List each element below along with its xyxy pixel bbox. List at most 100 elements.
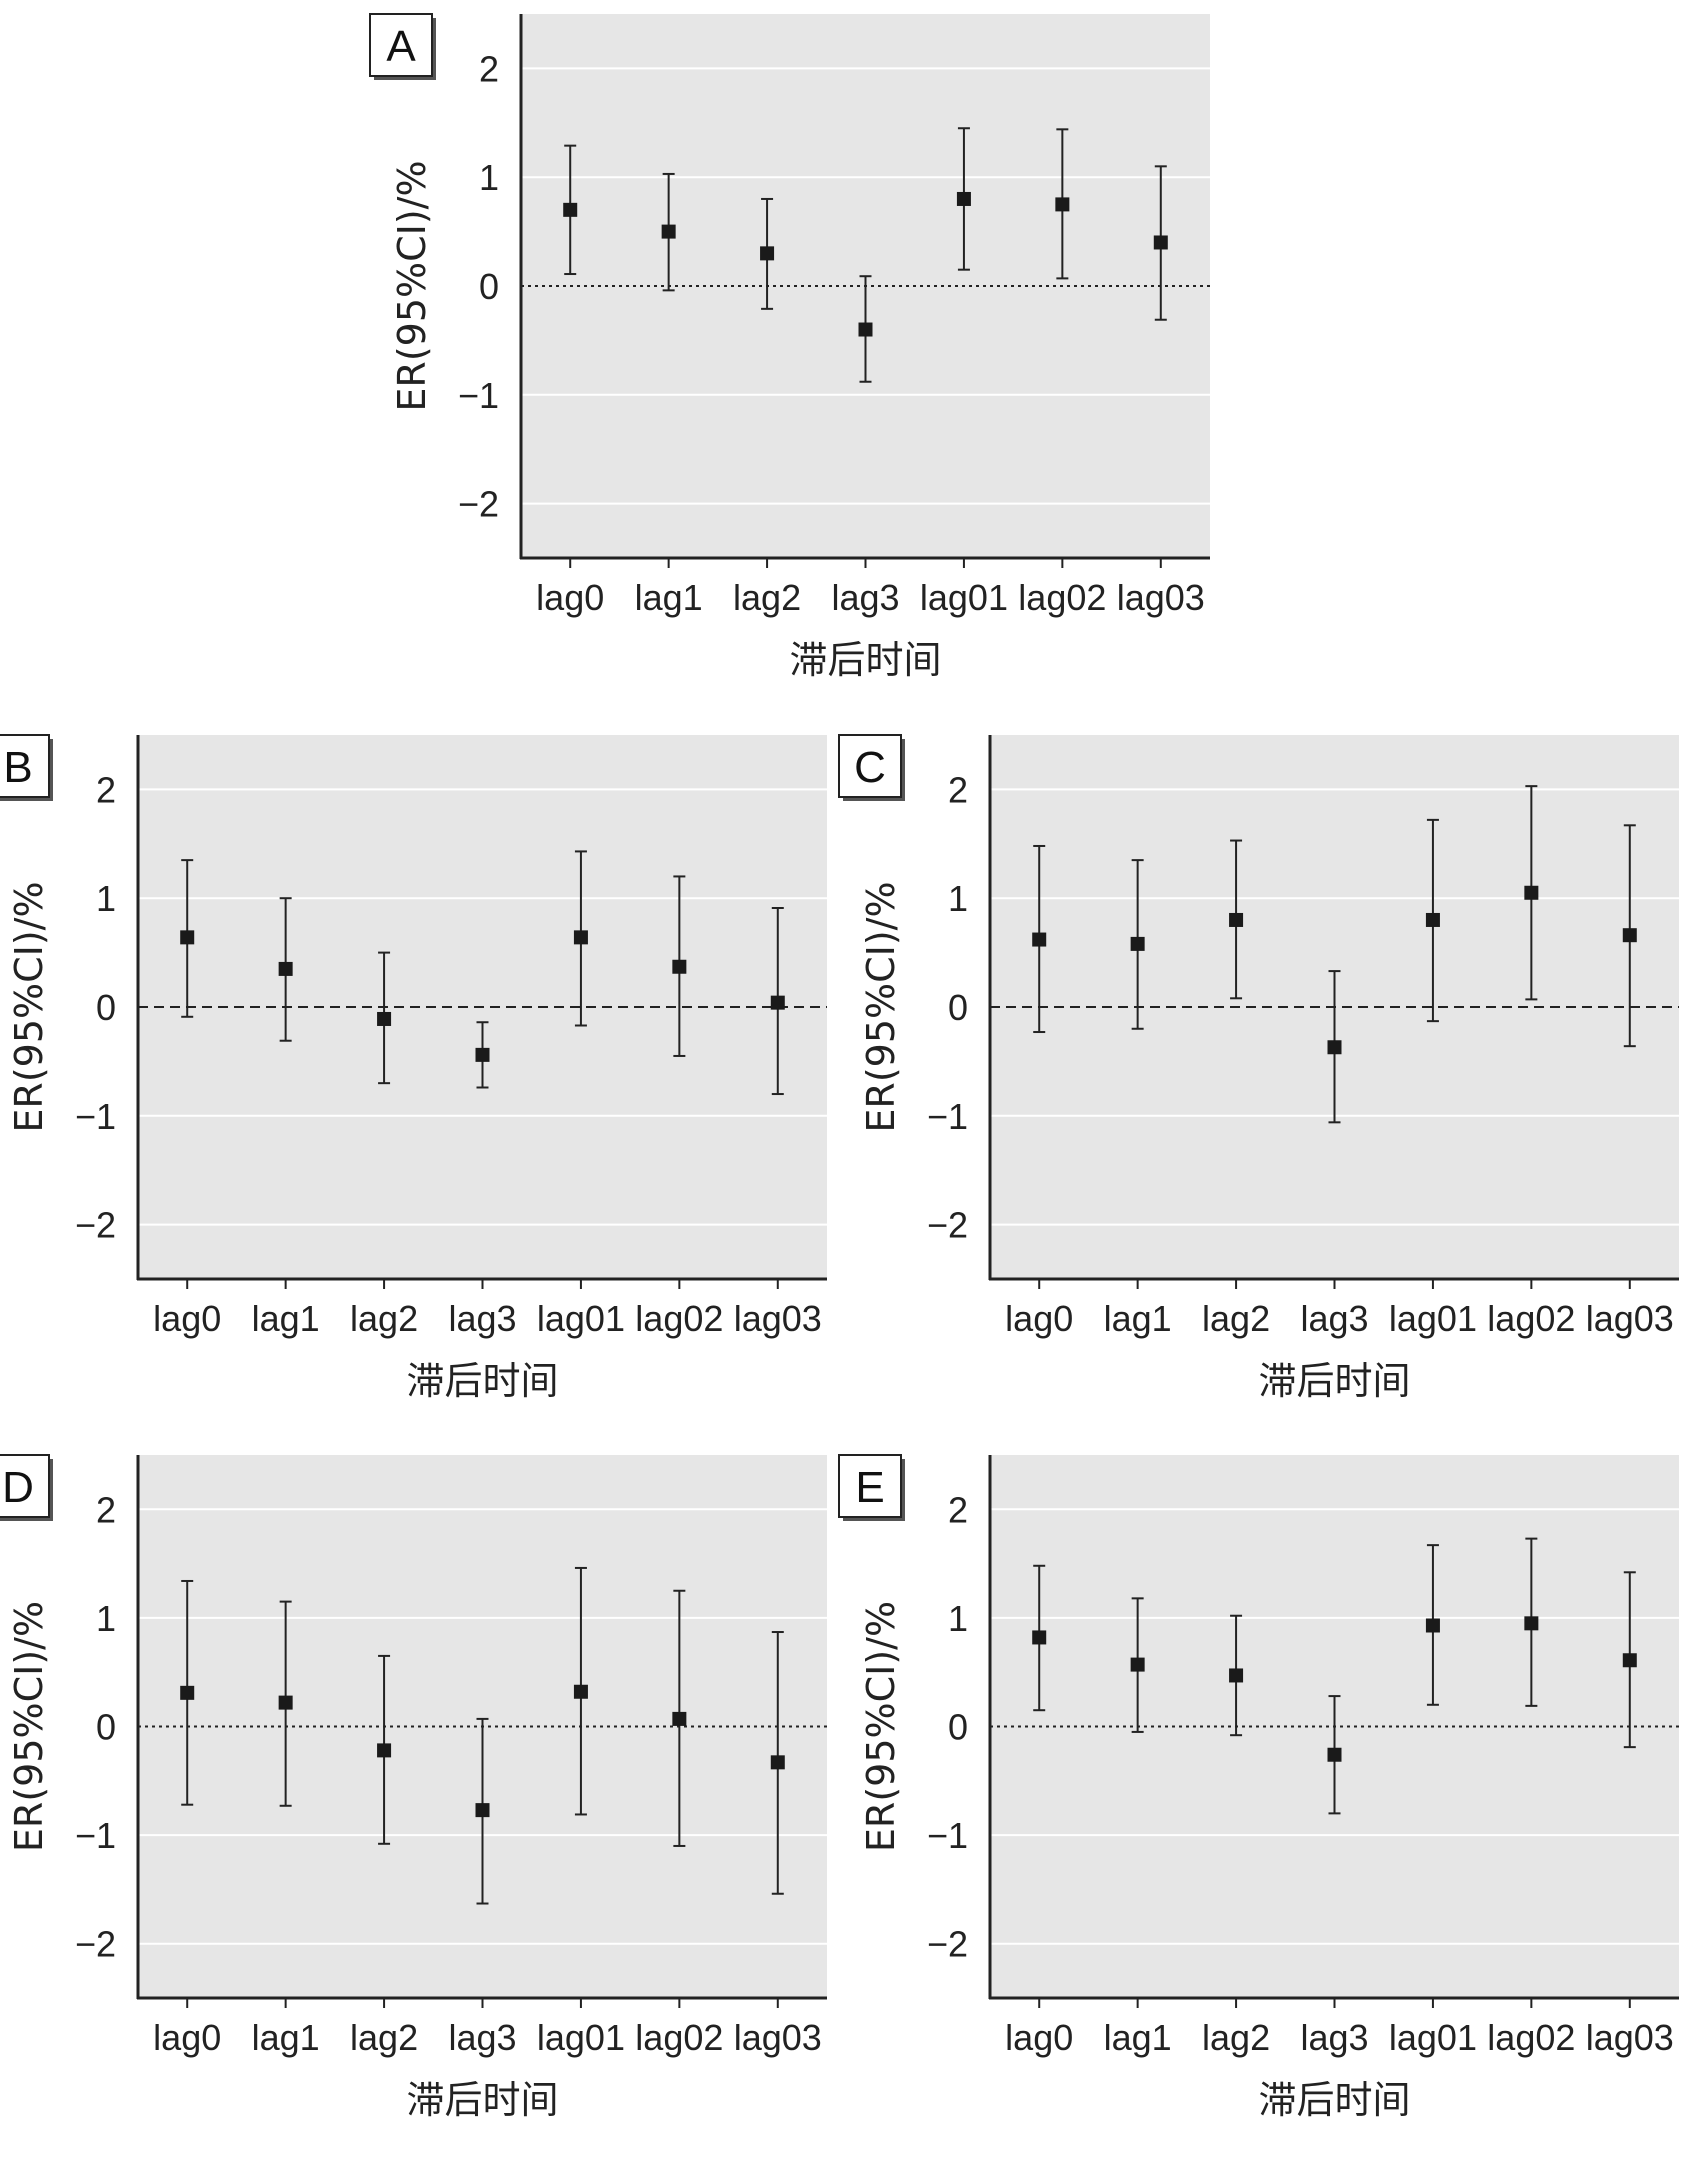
- data-point-marker: [1524, 1616, 1539, 1631]
- data-point-marker: [672, 1711, 687, 1726]
- y-tick-label: 1: [96, 1598, 116, 1639]
- y-tick-label: 1: [479, 157, 499, 198]
- x-axis-title: 滞后时间: [406, 1359, 558, 1403]
- y-tick-label: −2: [75, 1924, 116, 1965]
- y-tick-label: 2: [96, 1489, 116, 1530]
- x-tick-label: lag0: [536, 577, 604, 618]
- y-axis-title: ER(95%CI)/%: [390, 160, 434, 411]
- data-point-marker: [475, 1803, 490, 1818]
- data-point-marker: [956, 191, 971, 206]
- x-axis-title: 滞后时间: [1258, 1359, 1410, 1403]
- x-tick-label: lag2: [350, 2017, 418, 2058]
- x-tick-label: lag1: [1104, 2017, 1172, 2058]
- data-point-marker: [278, 1695, 293, 1710]
- y-tick-label: −1: [458, 375, 499, 416]
- data-point-marker: [563, 202, 578, 217]
- x-tick-label: lag0: [153, 1298, 221, 1339]
- x-tick-label: lag1: [1104, 1298, 1172, 1339]
- data-point-marker: [475, 1047, 490, 1062]
- panel-label-letter: B: [3, 743, 32, 792]
- y-tick-label: 0: [96, 987, 116, 1028]
- data-point-marker: [661, 224, 676, 239]
- y-axis-title: ER(95%CI)/%: [859, 881, 903, 1132]
- x-tick-label: lag02: [635, 1298, 723, 1339]
- y-tick-label: −2: [927, 1205, 968, 1246]
- y-tick-label: −1: [75, 1815, 116, 1856]
- panel-b: −2 −1 0 1 2 lag0 lag1 lag2 lag3 lag01 lag02 lag03 滞后…: [0, 734, 827, 1403]
- y-tick-label: −1: [927, 1815, 968, 1856]
- data-point-marker: [1327, 1040, 1342, 1055]
- y-axis-title: ER(95%CI)/%: [859, 1601, 903, 1852]
- data-point-marker: [573, 930, 588, 945]
- x-tick-label: lag01: [537, 1298, 625, 1339]
- y-tick-label: −2: [458, 484, 499, 525]
- panel-a: −2 −1 0 1 2 lag0 lag1 lag2 lag3 lag01 lag02 lag03 滞后…: [369, 13, 1210, 682]
- x-tick-label: lag2: [1202, 2017, 1270, 2058]
- x-tick-label: lag02: [1487, 1298, 1575, 1339]
- data-point-marker: [858, 322, 873, 337]
- y-axis-title: ER(95%CI)/%: [7, 1601, 51, 1852]
- x-tick-label: lag01: [920, 577, 1008, 618]
- x-tick-label: lag03: [1586, 1298, 1674, 1339]
- panel-label-box: [0, 734, 50, 798]
- data-point-marker: [770, 995, 785, 1010]
- data-point-marker: [1032, 932, 1047, 947]
- data-point-marker: [1622, 928, 1637, 943]
- data-point-marker: [1032, 1630, 1047, 1645]
- x-tick-label: lag03: [734, 1298, 822, 1339]
- data-point-marker: [278, 961, 293, 976]
- x-tick-label: lag02: [1018, 577, 1106, 618]
- y-tick-label: 1: [948, 1598, 968, 1639]
- x-tick-label: lag0: [1005, 2017, 1073, 2058]
- y-tick-label: 2: [96, 769, 116, 810]
- data-point-marker: [180, 1685, 195, 1700]
- y-tick-label: −1: [927, 1096, 968, 1137]
- data-point-marker: [573, 1684, 588, 1699]
- x-tick-label: lag03: [1586, 2017, 1674, 2058]
- x-tick-label: lag0: [153, 2017, 221, 2058]
- data-point-marker: [1153, 235, 1168, 250]
- data-point-marker: [1229, 1668, 1244, 1683]
- x-tick-label: lag3: [1300, 1298, 1368, 1339]
- data-point-marker: [1425, 912, 1440, 927]
- y-tick-label: −1: [75, 1096, 116, 1137]
- x-tick-label: lag01: [537, 2017, 625, 2058]
- y-axis-title: ER(95%CI)/%: [7, 881, 51, 1132]
- y-tick-label: −2: [927, 1924, 968, 1965]
- x-tick-label: lag3: [1300, 2017, 1368, 2058]
- panel-label-letter: A: [386, 22, 416, 71]
- x-tick-label: lag02: [1487, 2017, 1575, 2058]
- data-point-marker: [1524, 885, 1539, 900]
- panel-label-box: [369, 13, 433, 77]
- x-tick-label: lag3: [831, 577, 899, 618]
- data-point-marker: [377, 1743, 392, 1758]
- x-tick-label: lag03: [1117, 577, 1205, 618]
- panel-e: −2 −1 0 1 2 lag0 lag1 lag2 lag3 lag01 lag02 lag03 滞后…: [838, 1454, 1679, 2122]
- x-axis-title: 滞后时间: [789, 638, 941, 682]
- data-point-marker: [1130, 936, 1145, 951]
- y-tick-label: 2: [948, 769, 968, 810]
- x-tick-label: lag2: [350, 1298, 418, 1339]
- panel-label-letter: C: [854, 743, 886, 792]
- y-tick-label: 0: [948, 987, 968, 1028]
- data-point-marker: [770, 1755, 785, 1770]
- y-tick-label: 0: [479, 266, 499, 307]
- y-tick-label: −2: [75, 1205, 116, 1246]
- x-tick-label: lag1: [252, 1298, 320, 1339]
- x-tick-label: lag0: [1005, 1298, 1073, 1339]
- x-tick-label: lag3: [448, 1298, 516, 1339]
- data-point-marker: [672, 959, 687, 974]
- y-tick-label: 1: [948, 878, 968, 919]
- y-tick-label: 0: [96, 1707, 116, 1748]
- data-point-marker: [1130, 1657, 1145, 1672]
- x-tick-label: lag03: [734, 2017, 822, 2058]
- y-tick-label: 2: [479, 48, 499, 89]
- panel-label-box: [838, 734, 902, 798]
- panel-label-letter: E: [855, 1463, 884, 1512]
- x-axis-title: 滞后时间: [406, 2078, 558, 2122]
- x-tick-label: lag01: [1389, 2017, 1477, 2058]
- y-tick-label: 1: [96, 878, 116, 919]
- data-point-marker: [1229, 912, 1244, 927]
- y-tick-label: 0: [948, 1707, 968, 1748]
